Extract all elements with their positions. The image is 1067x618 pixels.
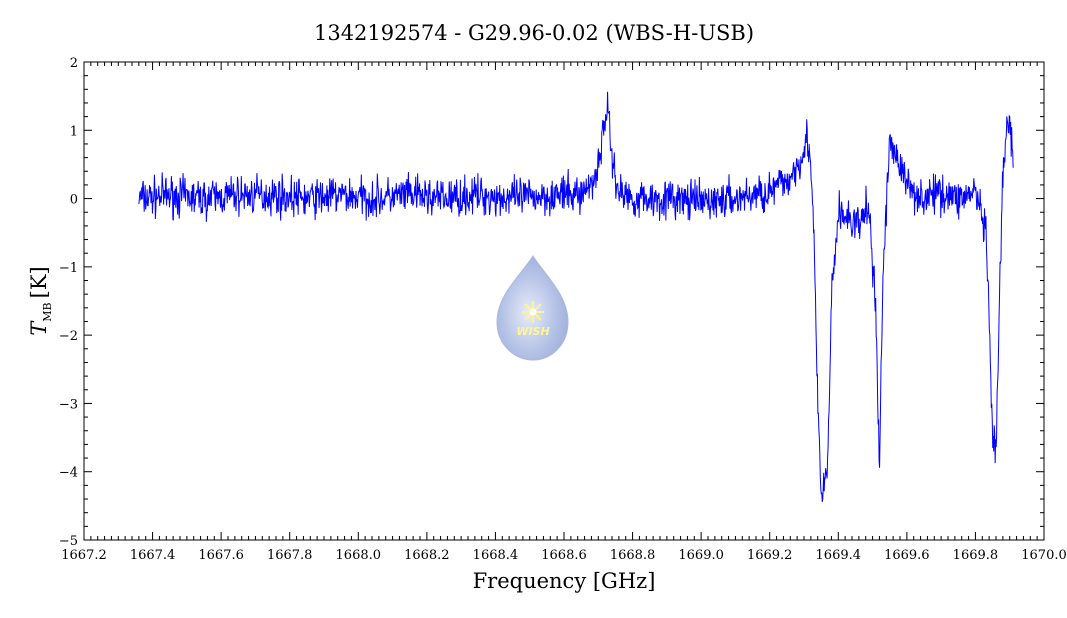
x-tick-label: 1667.6 bbox=[198, 548, 244, 563]
x-tick-label: 1669.4 bbox=[816, 548, 862, 563]
logo-text: WISH bbox=[516, 325, 549, 338]
x-tick-label: 1669.8 bbox=[953, 548, 999, 563]
x-tick-label: 1669.6 bbox=[884, 548, 930, 563]
y-tick-label: 1 bbox=[70, 124, 78, 139]
y-tick-label: −3 bbox=[59, 397, 78, 412]
x-tick-label: 1668.8 bbox=[610, 548, 656, 563]
y-tick-label: −5 bbox=[59, 534, 78, 549]
svg-text:TMB[K]: TMB [K] bbox=[27, 266, 54, 335]
y-tick-label: −4 bbox=[59, 466, 78, 481]
y-axis-label-symbol: T bbox=[27, 320, 51, 336]
x-tick-label: 1667.8 bbox=[267, 548, 313, 563]
plot-frame bbox=[83, 61, 1045, 541]
x-tick-label: 1668.4 bbox=[473, 548, 519, 563]
chart-title: 1342192574 - G29.96-0.02 (WBS-H-USB) bbox=[314, 21, 754, 45]
y-axis-label-subscript: MB bbox=[41, 302, 54, 321]
y-axis-label-unit: [K] bbox=[27, 266, 51, 298]
y-axis-label: TMB [K] bbox=[27, 266, 54, 335]
y-tick-label: 0 bbox=[70, 193, 78, 208]
x-tick-label: 1668.6 bbox=[541, 548, 587, 563]
plot-area bbox=[138, 91, 1014, 502]
x-tick-label: 1669.2 bbox=[747, 548, 793, 563]
x-tick-label: 1670.0 bbox=[1021, 548, 1067, 563]
x-tick-label: 1668.2 bbox=[404, 548, 450, 563]
y-tick-label: −2 bbox=[59, 329, 78, 344]
y-tick-label: −1 bbox=[59, 261, 78, 276]
x-axis-label: Frequency [GHz] bbox=[473, 569, 656, 593]
x-axis: 1667.2 1667.4 1667.6 1667.8 1668.0 1668.2 1668… bbox=[61, 62, 1067, 563]
spectrum-line bbox=[138, 91, 1014, 502]
wish-logo: WISH bbox=[496, 255, 569, 361]
x-tick-label: 1668.0 bbox=[336, 548, 382, 563]
y-tick-label: 2 bbox=[70, 56, 78, 71]
y-axis: 2 1 0 −1 −2 −3 −4 −5 bbox=[59, 56, 1044, 549]
x-tick-label: 1667.4 bbox=[130, 548, 176, 563]
x-tick-label: 1669.0 bbox=[678, 548, 724, 563]
x-tick-label: 1667.2 bbox=[61, 548, 107, 563]
